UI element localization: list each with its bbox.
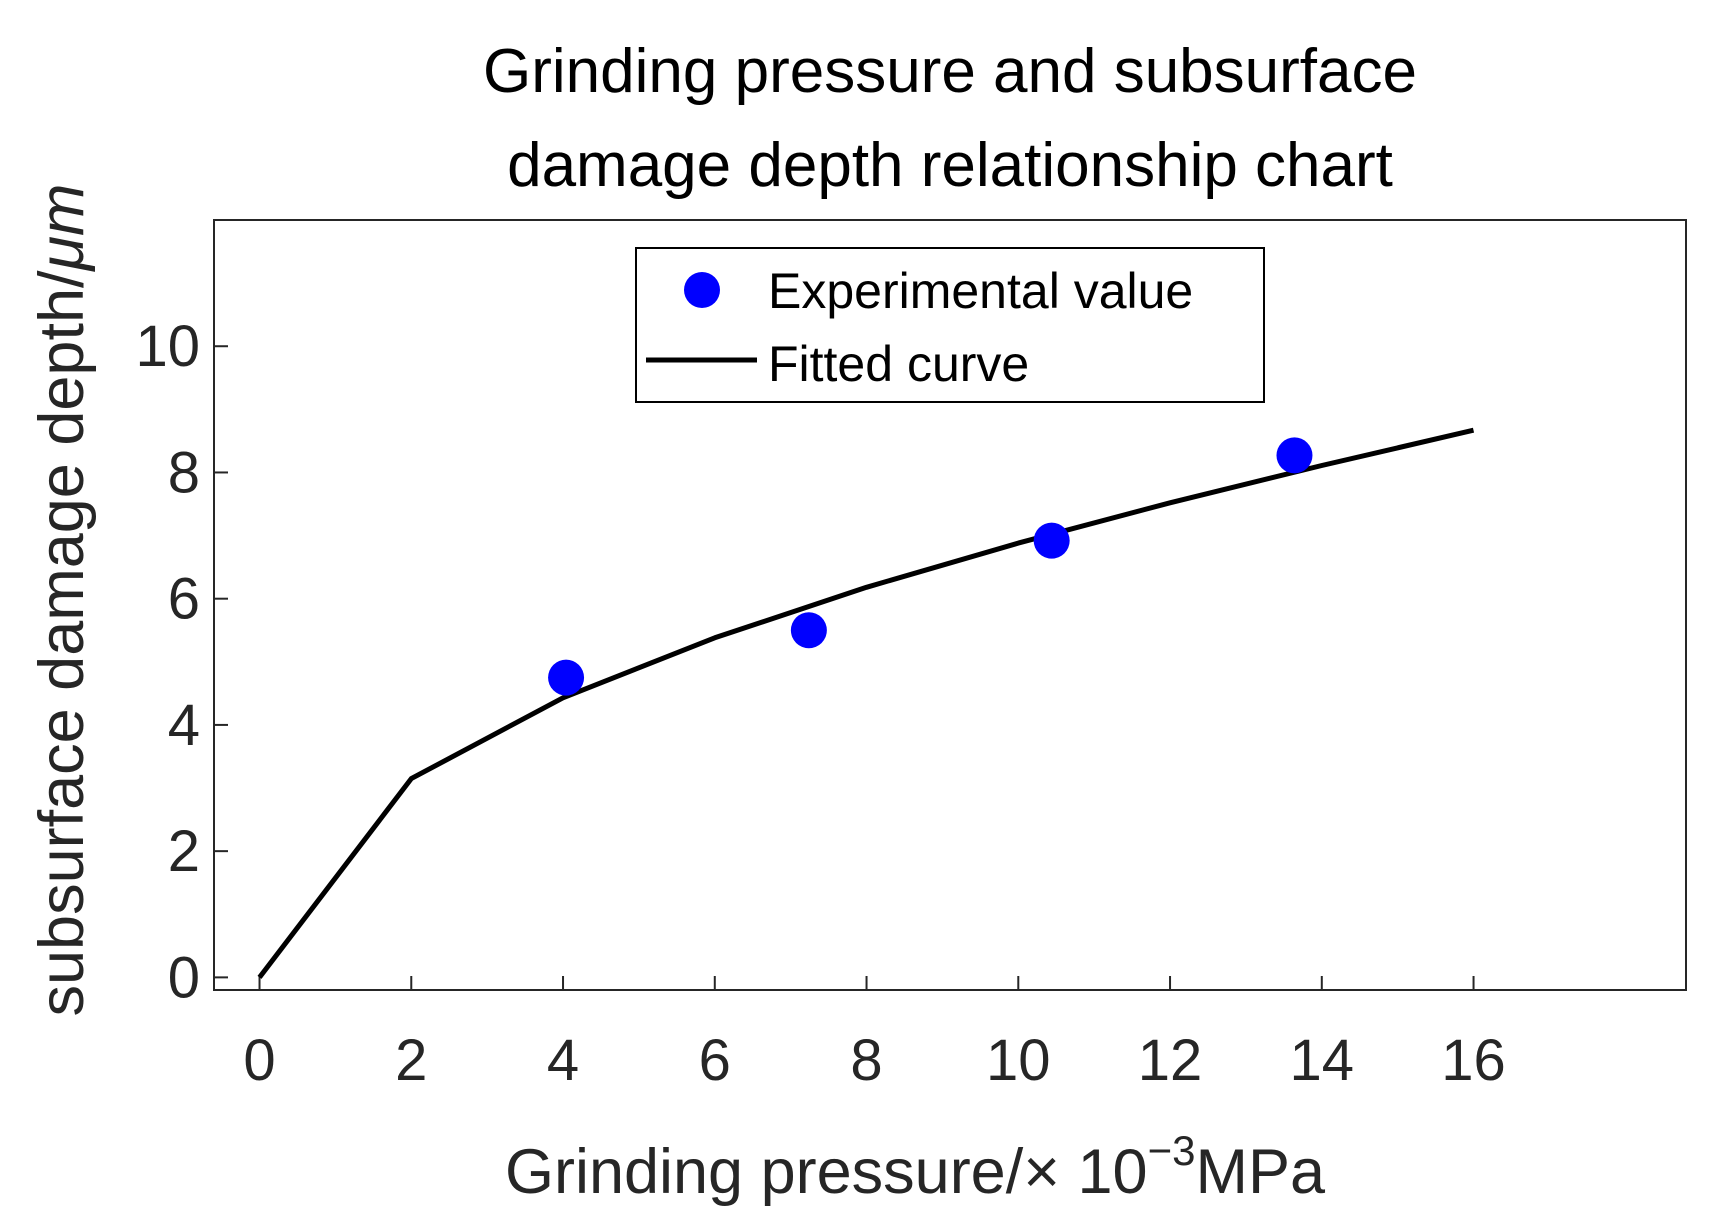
x-axis-label-exponent: −3 [1148,1127,1196,1174]
plot-area-frame [213,219,1687,991]
y-tick-label: 2 [168,819,200,884]
x-tick-label: 4 [547,1028,579,1093]
x-tick-label: 6 [699,1028,731,1093]
chart-title-line-1: Grinding pressure and subsurface [483,37,1417,106]
y-tick-label: 10 [135,314,200,379]
x-axis-label-unit: MPa [1195,1137,1326,1207]
x-tick-label: 0 [243,1028,275,1093]
x-tick-label: 2 [395,1028,427,1093]
legend: Experimental value Fitted curve [635,247,1265,403]
experimental-points [548,437,1313,696]
y-tick-label: 6 [168,567,200,632]
legend-label-fitted: Fitted curve [768,336,1029,392]
y-axis-label-unit: μm [27,183,97,272]
legend-marker-experimental [684,272,720,308]
x-tick-label: 8 [850,1028,882,1093]
y-tick-label: 0 [168,945,200,1010]
x-axis-label-main: Grinding pressure/× 10 [505,1137,1148,1207]
legend-label-experimental: Experimental value [768,263,1193,319]
chart-title-line-2: damage depth relationship chart [507,131,1393,200]
x-tick-label: 12 [1138,1028,1203,1093]
experimental-point [790,612,827,649]
experimental-point [1276,437,1313,474]
fitted-curve-line [257,427,1475,979]
x-tick-label: 14 [1290,1028,1355,1093]
experimental-point [548,659,585,696]
y-tick-label: 4 [168,693,200,758]
x-tick-label: 16 [1441,1028,1506,1093]
x-axis-ticks: 0 2 4 6 8 10 12 14 16 [243,976,1506,1093]
y-tick-label: 8 [168,440,200,505]
y-axis-label-main: subsurface damage depth/ [27,270,97,1016]
legend-box [635,247,1265,403]
experimental-point [1033,522,1070,559]
x-axis-label: Grinding pressure/× 10−3MPa [505,1127,1326,1207]
y-axis-ticks: 0 2 4 6 8 10 [135,314,228,1010]
y-axis-label: subsurface damage depth/μm [27,183,97,1016]
x-tick-label: 10 [986,1028,1051,1093]
